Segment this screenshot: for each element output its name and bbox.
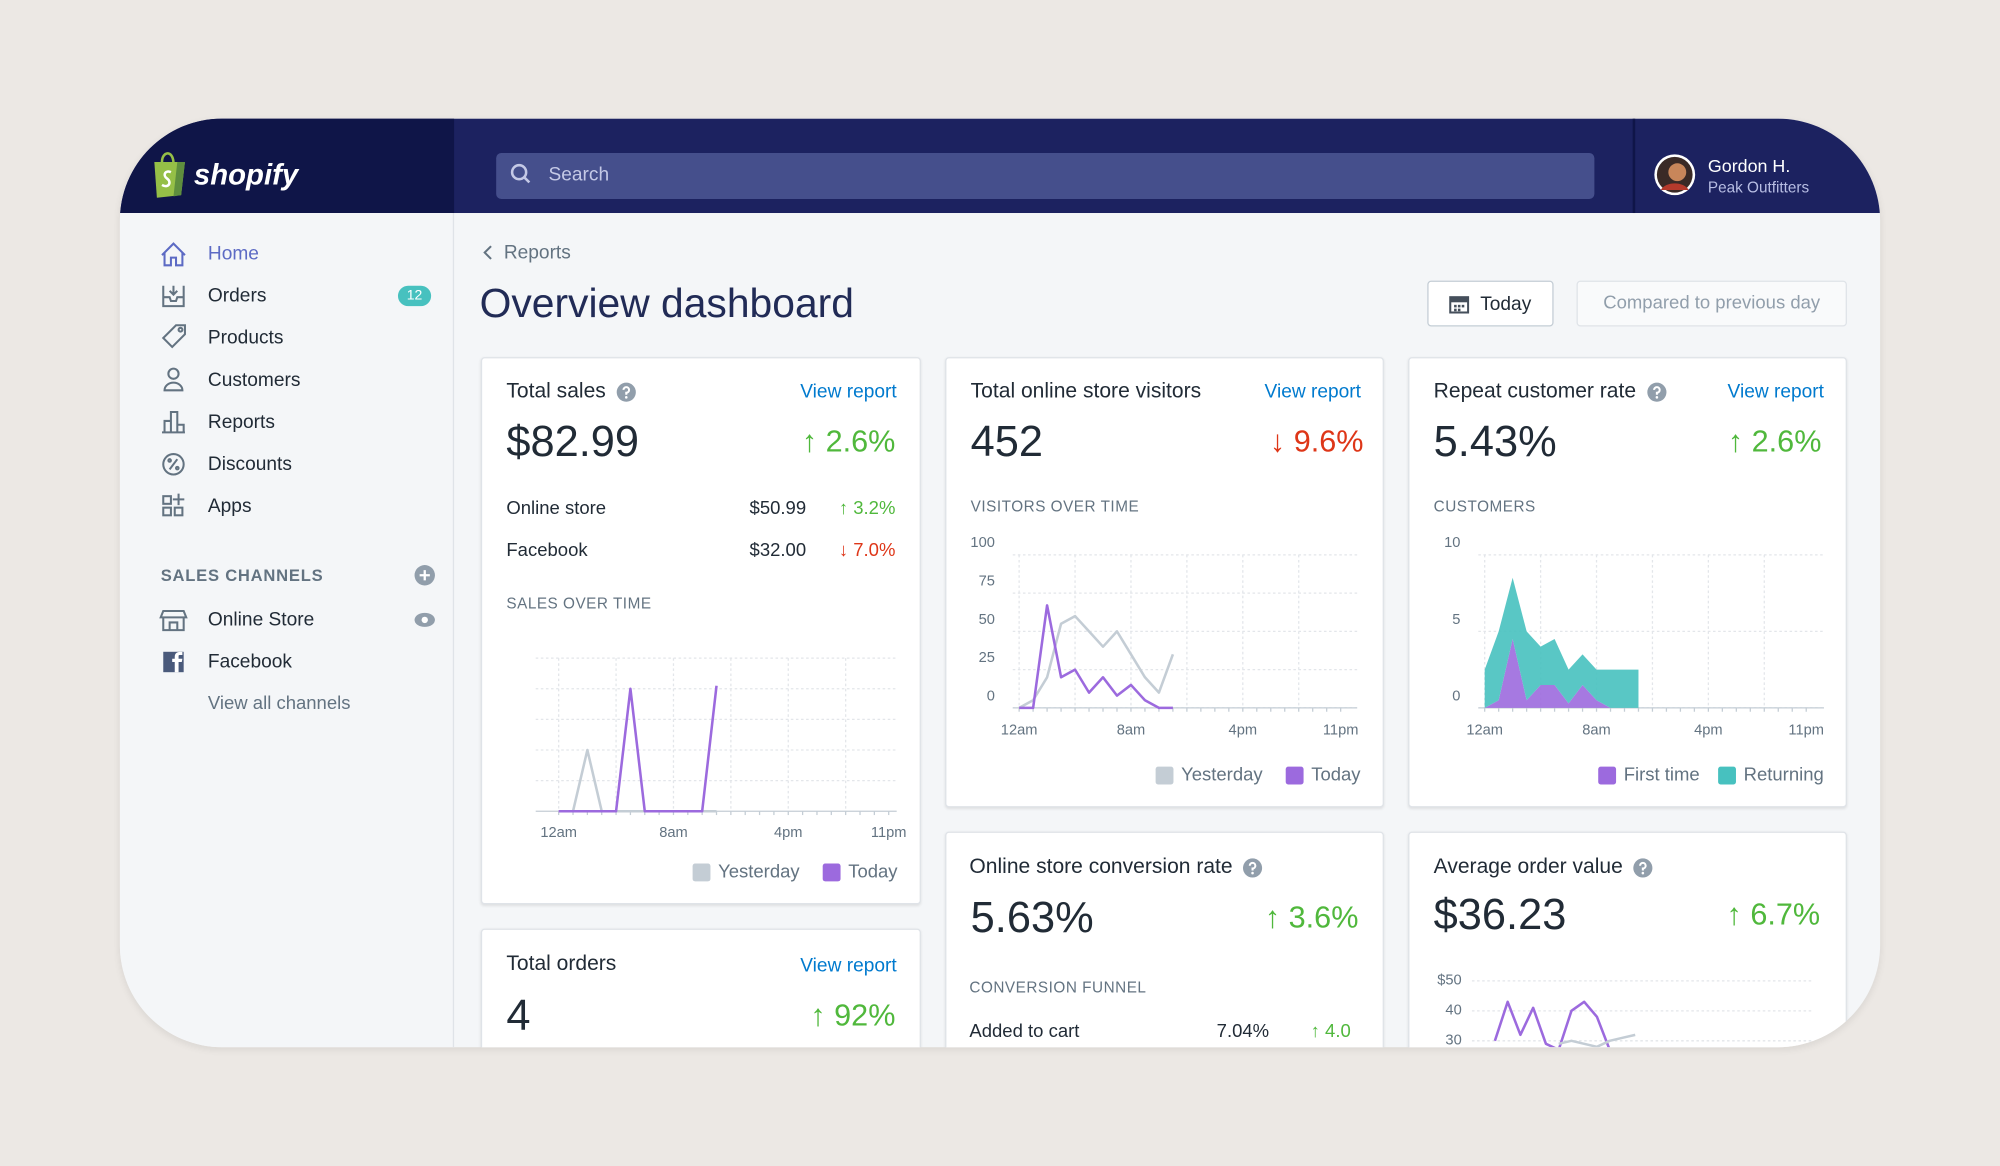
logo-text: shopify xyxy=(193,157,299,191)
page-title: Overview dashboard xyxy=(479,279,854,326)
card xyxy=(945,831,1384,1048)
card-title: Repeat customer rate xyxy=(1434,379,1667,403)
row-change: ↓ 7.0% xyxy=(839,541,896,561)
channel-item[interactable]: Online Store xyxy=(207,609,315,631)
row-change-text: ↑ 3.2% xyxy=(838,498,896,520)
date-button-label: Today xyxy=(1480,292,1532,315)
channel-item[interactable]: Facebook xyxy=(207,651,292,673)
row-change-text: ↓ 7.0% xyxy=(838,540,896,562)
view-report-link[interactable]: View report xyxy=(1727,380,1824,403)
date-button[interactable]: Today xyxy=(1427,280,1554,327)
help-icon[interactable] xyxy=(1646,381,1667,402)
metric-value: $36.23 xyxy=(1433,890,1567,940)
breadcrumb[interactable]: Reports xyxy=(503,241,571,264)
view-all-link[interactable]: View all channels xyxy=(207,693,351,715)
divider xyxy=(1632,118,1636,214)
row-label: Added to cart xyxy=(969,1021,1080,1043)
view-report-link[interactable]: View report xyxy=(800,954,897,977)
card-title-text: Average order value xyxy=(1433,855,1623,879)
metric-value: 452 xyxy=(970,417,1044,467)
badge xyxy=(397,285,432,307)
chart-title: CUSTOMERS xyxy=(1433,497,1536,516)
view-report-link[interactable]: View report xyxy=(800,380,897,403)
search-placeholder: Search xyxy=(548,163,610,186)
metric-change: ↑ 92% xyxy=(810,998,896,1034)
card xyxy=(480,357,921,905)
view-report-link[interactable]: View report xyxy=(1264,380,1361,403)
metric-change: ↑ 6.7% xyxy=(1726,897,1821,933)
metric-value: 5.43% xyxy=(1433,417,1557,467)
row-change-text: ↑ 4.0 xyxy=(1310,1021,1351,1043)
metric-value: $82.99 xyxy=(506,417,640,467)
section-label: CONVERSION FUNNEL xyxy=(969,978,1147,997)
chart-title: SALES OVER TIME xyxy=(506,594,652,613)
card-title: Online store conversion rate xyxy=(969,855,1263,879)
row-value: $32.00 xyxy=(749,540,807,562)
row-change: ↑ 3.2% xyxy=(839,499,896,519)
row-value: $50.99 xyxy=(749,498,807,520)
metric-change: ↑ 2.6% xyxy=(1727,424,1822,460)
card-title: Total orders xyxy=(506,952,617,976)
row-change: ↑ 4.0 xyxy=(1311,1022,1351,1042)
metric-value: 5.63% xyxy=(970,893,1094,942)
card-title: Average order value xyxy=(1434,855,1654,879)
help-icon[interactable] xyxy=(616,381,636,402)
card-title-text: Repeat customer rate xyxy=(1433,379,1637,403)
app-window: shopify Search Gordon H. Peak Outfitters… xyxy=(119,118,1881,1048)
user-name[interactable]: Gordon H. xyxy=(1707,155,1791,177)
store-name: Peak Outfitters xyxy=(1707,178,1810,197)
row-label: Facebook xyxy=(506,540,588,562)
help-icon[interactable] xyxy=(1243,857,1263,877)
nav-item[interactable]: Reports xyxy=(207,411,275,434)
nav-item[interactable]: Customers xyxy=(207,369,301,391)
metric-change: ↑ 3.6% xyxy=(1264,900,1359,935)
card-title-text: Total sales xyxy=(506,379,606,403)
nav-item[interactable]: Apps xyxy=(207,495,252,518)
card-title: Total online store visitors xyxy=(970,379,1202,403)
metric-value: 4 xyxy=(506,991,531,1041)
metric-change: ↑ 2.6% xyxy=(801,424,896,460)
nav-item[interactable]: Orders xyxy=(207,285,267,307)
help-icon[interactable] xyxy=(1633,857,1653,877)
search-box[interactable] xyxy=(496,153,1595,199)
card xyxy=(945,357,1384,808)
chart-title: VISITORS OVER TIME xyxy=(970,497,1140,516)
card-title-text: Online store conversion rate xyxy=(969,855,1233,879)
row-value: 7.04% xyxy=(1216,1021,1270,1043)
row-label: Online store xyxy=(506,498,607,520)
nav-item[interactable]: Discounts xyxy=(207,453,292,476)
nav-item[interactable]: Products xyxy=(207,327,284,349)
section-title: SALES CHANNELS xyxy=(160,565,324,585)
calendar-icon xyxy=(1449,296,1470,314)
card-title: Total sales xyxy=(506,379,636,403)
badge-count: 12 xyxy=(406,288,423,304)
card xyxy=(480,928,921,1048)
metric-change: ↓ 9.6% xyxy=(1269,424,1364,460)
compare-button[interactable]: Compared to previous day xyxy=(1576,280,1847,327)
nav-item[interactable]: Home xyxy=(207,242,259,265)
